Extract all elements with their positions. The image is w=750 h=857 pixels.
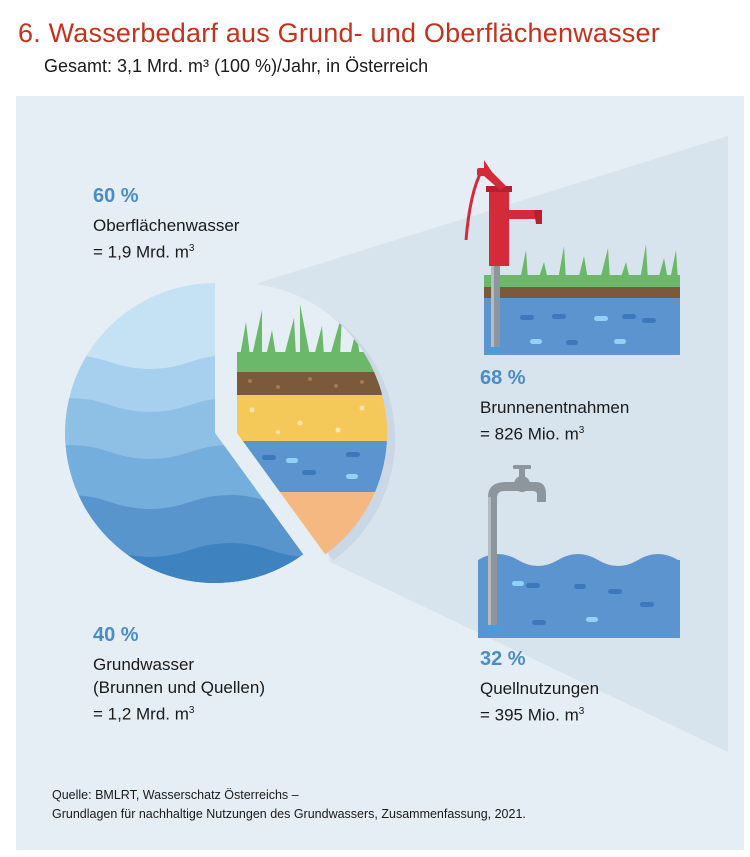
surface-water-unit-sup: 3 xyxy=(188,243,195,254)
source-note: Quelle: BMLRT, Wasserschatz Österreichs … xyxy=(52,786,526,824)
wells-value: = 826 Mio. m3 xyxy=(480,419,584,446)
groundwater-unit-sup: 3 xyxy=(188,705,195,716)
surface-water-name: Oberflächenwasser xyxy=(93,216,240,235)
groundwater-percent: 40 % xyxy=(93,624,139,646)
wells-value-text: = 826 Mio. m xyxy=(480,424,579,444)
well-illustration xyxy=(464,160,680,355)
springs-value: = 395 Mio. m3 xyxy=(480,700,584,727)
springs-name: Quellnutzungen xyxy=(480,679,600,698)
surface-water-value-text: = 1,9 Mrd. m xyxy=(93,242,189,262)
grass-layer xyxy=(237,352,388,372)
groundwater-name-line2: (Brunnen und Quellen) xyxy=(93,678,266,697)
surface-water-value: = 1,9 Mrd. m3 xyxy=(93,237,194,264)
springs-value-text: = 395 Mio. m xyxy=(480,705,579,725)
page-subtitle: Gesamt: 3,1 Mrd. m³ (100 %)/Jahr, in Öst… xyxy=(44,56,429,76)
page-title: 6. Wasserbedarf aus Grund- und Oberfläch… xyxy=(18,18,660,48)
source-line-2: Grundlagen für nachhaltige Nutzungen des… xyxy=(52,807,526,821)
grass-blades xyxy=(240,304,374,356)
wells-name: Brunnenentnahmen xyxy=(480,398,630,417)
wells-unit-sup: 3 xyxy=(578,425,585,436)
groundwater-value-text: = 1,2 Mrd. m xyxy=(93,704,189,724)
springs-percent: 32 % xyxy=(480,648,526,670)
spring-illustration xyxy=(478,465,680,638)
wells-percent: 68 % xyxy=(480,367,526,389)
groundwater-value: = 1,2 Mrd. m3 xyxy=(93,699,194,726)
groundwater-name: Grundwasser xyxy=(93,655,195,674)
springs-unit-sup: 3 xyxy=(578,706,585,717)
surface-water-percent: 60 % xyxy=(93,185,139,207)
source-line-1: Quelle: BMLRT, Wasserschatz Österreichs … xyxy=(52,788,299,802)
sand-layer xyxy=(237,395,388,441)
soil-layer xyxy=(237,372,388,395)
